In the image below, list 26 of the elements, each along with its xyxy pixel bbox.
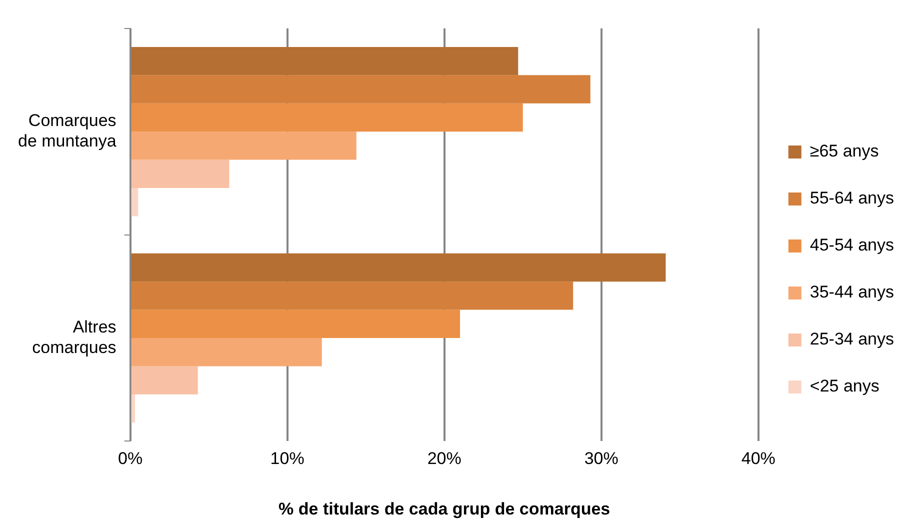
bar (131, 103, 523, 132)
legend-label: <25 anys (810, 376, 880, 396)
bar (131, 46, 518, 76)
bar (131, 366, 198, 394)
bar (131, 160, 230, 188)
x-tick-label: 10% (270, 449, 304, 468)
x-axis-title: % de titulars de cada grup de comarques (278, 499, 610, 518)
x-tick-label: 40% (741, 449, 776, 468)
legend-label: ≥65 anys (810, 142, 879, 161)
x-tick-label: 30% (584, 449, 618, 468)
bar (131, 338, 322, 366)
legend-label: 35-44 anys (810, 282, 894, 302)
bar (131, 188, 138, 216)
bar (131, 75, 590, 104)
legend-label: 45-54 anys (810, 236, 894, 255)
y-tick-label: Comarques de muntanya (18, 111, 117, 150)
bar (131, 132, 356, 160)
y-tick-label: Altres comarques (32, 317, 116, 357)
bar (131, 394, 135, 423)
bar (131, 282, 574, 310)
bar (131, 253, 666, 282)
x-tick-label: 0% (118, 449, 143, 468)
legend-label: 25-34 anys (810, 330, 894, 349)
legend-label: 55-64 anys (810, 188, 894, 208)
bar (131, 310, 460, 338)
x-tick-label: 20% (427, 449, 462, 468)
